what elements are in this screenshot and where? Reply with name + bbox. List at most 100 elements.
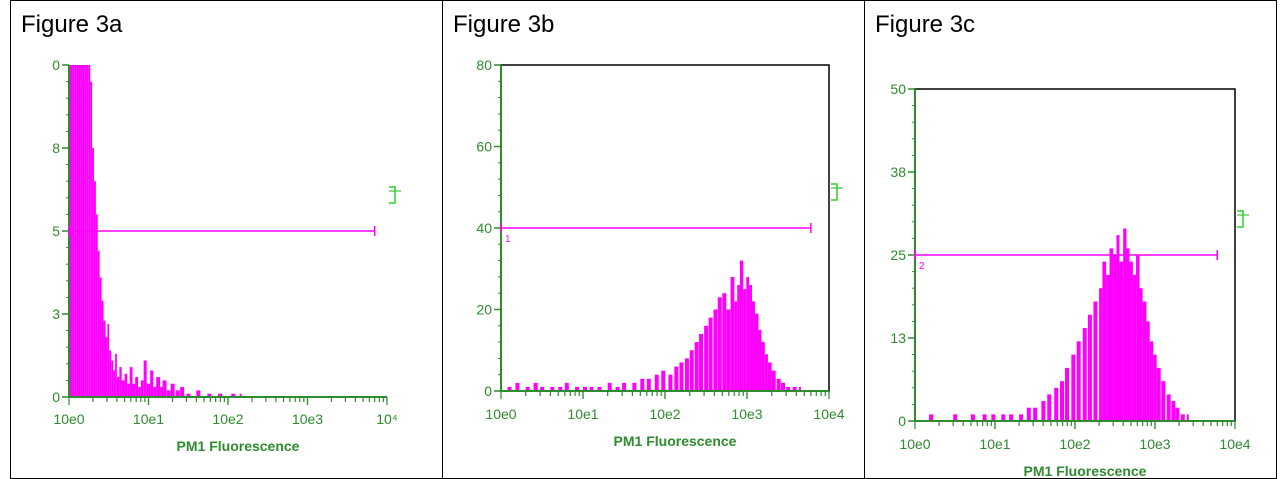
histogram-bar <box>1186 414 1189 421</box>
histogram-bar <box>1109 248 1114 421</box>
y-tick-label: 60 <box>476 139 492 155</box>
x-tick-label: 10e3 <box>731 406 762 422</box>
histogram-bar <box>93 181 96 397</box>
histogram-bar <box>767 362 772 391</box>
histogram-bar <box>708 317 713 391</box>
marker-bracket-icon <box>831 183 838 201</box>
histogram-bar <box>160 387 163 397</box>
histogram-bar <box>1175 407 1180 421</box>
histogram-bar <box>1129 261 1133 421</box>
x-tick-label: 10e3 <box>1139 436 1170 452</box>
histogram-bar <box>1054 387 1059 421</box>
histogram-bar <box>751 301 755 391</box>
histogram-bar <box>739 260 744 391</box>
histogram-bar <box>713 309 718 391</box>
histogram-bar <box>1087 314 1092 421</box>
histogram-bar <box>1161 381 1166 421</box>
histogram-bar <box>1082 328 1087 421</box>
histogram-bar <box>668 374 673 391</box>
histogram-bar <box>1119 261 1124 421</box>
x-tick-label: 10e4 <box>1219 436 1250 452</box>
histogram-bar <box>135 377 139 397</box>
panel-3b: Figure 3b 0 20 40 60 80 10e0 10e1 10e2 10e3 10e4 P… <box>442 0 865 479</box>
histogram-bar <box>231 393 236 397</box>
histogram-bar <box>694 342 699 391</box>
y-tick-label: 0 <box>484 383 492 399</box>
histogram-bar <box>1033 407 1038 421</box>
histogram-bar <box>115 353 117 397</box>
histogram-bar <box>1171 401 1176 421</box>
histogram-bar <box>1026 407 1031 421</box>
histogram-bar <box>1019 414 1024 421</box>
histogram-bar <box>186 393 191 397</box>
histogram-bar <box>146 383 151 397</box>
histogram-bar <box>699 333 704 391</box>
x-tick-label: 10e1 <box>567 406 598 422</box>
histogram-bar <box>207 393 212 397</box>
y-tick-label: 3 <box>52 306 60 322</box>
histogram-bar <box>640 378 645 391</box>
histogram-bar <box>119 367 122 397</box>
histogram-bar <box>218 393 223 397</box>
histogram-bar <box>101 300 104 397</box>
histogram-bar <box>1106 274 1110 421</box>
histogram-bar <box>116 377 120 397</box>
y-tick-label: 0 <box>52 57 60 73</box>
histogram-bar <box>730 276 735 391</box>
histogram-bar <box>1126 248 1130 421</box>
histogram-bar <box>507 386 512 391</box>
histogram-bar <box>1139 288 1143 421</box>
histogram-bar <box>1065 367 1070 421</box>
x-axis-label: PM1 Fluorescence <box>177 438 300 454</box>
histogram-bar <box>239 393 242 397</box>
histogram-bar <box>743 289 747 391</box>
histogram-bar <box>754 313 759 391</box>
histogram-bar <box>525 386 530 391</box>
histogram-bar <box>615 386 620 391</box>
histogram-bar <box>749 285 752 391</box>
y-tick-label: 25 <box>890 247 906 263</box>
histogram-bar <box>575 386 580 391</box>
histogram-bar <box>129 367 133 397</box>
histogram-bar <box>99 277 102 397</box>
histogram-bar <box>153 387 157 397</box>
histogram-bar <box>150 370 154 397</box>
histogram-bar <box>792 386 797 391</box>
histogram-bar <box>758 329 762 391</box>
histogram-bar <box>90 81 93 397</box>
histogram-bar <box>1001 414 1006 421</box>
histogram-bar <box>1102 261 1107 421</box>
histogram-bar <box>722 293 727 391</box>
histogram-bar <box>607 382 612 391</box>
marker-bracket-icon <box>389 186 396 204</box>
histogram-bar <box>1099 288 1103 421</box>
histogram-bar <box>558 386 563 391</box>
histogram-bar <box>138 387 141 397</box>
x-tick-label: 10e0 <box>899 436 930 452</box>
histogram-chart: 0 13 25 38 50 10e0 10e1 10e2 10e3 10e4 PM1 Fluores… <box>890 81 1250 479</box>
histogram-bar <box>105 337 108 397</box>
x-tick-label: 10e0 <box>485 406 516 422</box>
histogram-bar <box>1149 341 1154 421</box>
histogram-bar <box>140 380 144 397</box>
histogram-bar <box>124 373 128 397</box>
y-tick-label: 0 <box>52 389 60 405</box>
histogram-bar <box>1146 321 1150 421</box>
histogram-bar <box>764 354 768 391</box>
histogram-bar <box>798 386 801 391</box>
histogram-bar <box>515 382 520 391</box>
histogram-bar <box>661 370 666 391</box>
histogram-bar <box>170 383 175 397</box>
x-tick-label: 10e2 <box>212 411 243 427</box>
histogram-bar <box>107 323 110 397</box>
y-tick-label: 8 <box>52 140 60 156</box>
histogram-bar <box>1071 354 1076 421</box>
histogram-bar <box>1123 228 1127 421</box>
histogram-bar <box>1093 301 1098 421</box>
y-tick-label: 5 <box>52 223 60 239</box>
histogram-bar <box>970 414 975 421</box>
histogram-bar <box>175 390 180 397</box>
panel-3c: Figure 3c 0 13 25 38 50 10e0 10e1 10e2 10e3 10e4 P… <box>864 0 1277 479</box>
y-tick-label: 80 <box>476 57 492 73</box>
histogram-bar <box>1041 401 1046 421</box>
